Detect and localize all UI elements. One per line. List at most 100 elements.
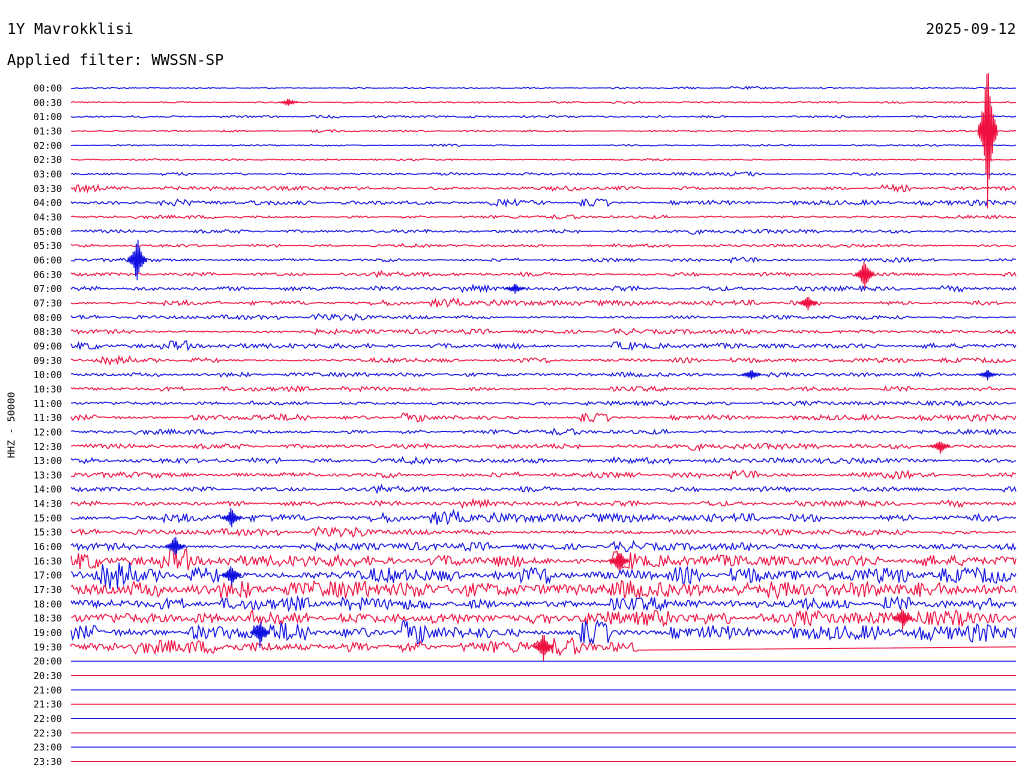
trace-line: [70, 312, 1017, 322]
trace-line: [70, 327, 1017, 336]
seismic-burst: [798, 296, 819, 311]
row-time-label: 16:00: [33, 542, 62, 553]
row-time-label: 21:00: [33, 685, 62, 696]
row-time-label: 07:00: [33, 284, 62, 295]
trace-line: [70, 427, 1017, 436]
trace-line: [70, 297, 1017, 308]
trace-line: [70, 594, 1017, 613]
row-time-label: 14:30: [33, 499, 62, 510]
seismic-burst: [533, 634, 554, 662]
row-time-label: 22:30: [33, 728, 62, 739]
row-time-label: 09:00: [33, 341, 62, 352]
trace-line: [70, 256, 1017, 264]
trace-line: [70, 354, 1017, 366]
row-time-label: 12:00: [33, 427, 62, 438]
row-time-label: 01:30: [33, 126, 62, 137]
row-time-label: 01:00: [33, 112, 62, 123]
seismic-burst: [505, 283, 526, 294]
row-time-label: 08:30: [33, 327, 62, 338]
trace-line: [70, 158, 1017, 162]
row-time-label: 16:30: [33, 556, 62, 567]
row-time-label: 19:30: [33, 642, 62, 653]
seismic-burst: [249, 621, 271, 648]
trace-line: [70, 371, 1017, 378]
row-time-label: 00:00: [33, 84, 62, 95]
row-time-label: 15:00: [33, 513, 62, 524]
trace-line: [70, 170, 1017, 177]
row-time-label: 07:30: [33, 298, 62, 309]
trace-line: [70, 143, 1017, 147]
row-time-label: 03:00: [33, 169, 62, 180]
trace-line: [70, 483, 1017, 495]
row-time-label: 05:00: [33, 227, 62, 238]
trace-line: [70, 548, 1017, 571]
seismic-burst: [977, 369, 998, 381]
trace-line: [70, 412, 1017, 423]
row-time-label: 02:30: [33, 155, 62, 166]
trace-line: [71, 400, 1017, 407]
trace-line: [70, 242, 1017, 249]
row-time-label: 15:30: [33, 528, 62, 539]
trace-line: [70, 619, 1017, 645]
row-time-label: 19:00: [33, 628, 62, 639]
row-time-label: 20:30: [33, 671, 62, 682]
trace-line: [70, 469, 1017, 480]
trace-line: [70, 228, 1017, 236]
seismic-burst: [164, 536, 185, 555]
row-time-label: 17:30: [33, 585, 62, 596]
row-time-label: 10:00: [33, 370, 62, 381]
row-time-label: 13:30: [33, 470, 62, 481]
row-time-label: 10:30: [33, 384, 62, 395]
trace-line: [70, 100, 1016, 105]
row-time-label: 08:00: [33, 313, 62, 324]
trace-line: [70, 283, 1017, 294]
row-time-label: 20:00: [33, 657, 62, 668]
trace-line: [70, 455, 1017, 465]
trace-line: [70, 508, 1017, 526]
row-time-label: 13:00: [33, 456, 62, 467]
trace-line: [70, 129, 1017, 134]
row-time-label: 04:00: [33, 198, 62, 209]
seismic-burst: [892, 608, 913, 630]
trace-line: [70, 579, 1017, 601]
row-time-label: 06:30: [33, 270, 62, 281]
row-time-label: 06:00: [33, 255, 62, 266]
seismic-burst: [609, 553, 630, 571]
row-time-label: 00:30: [33, 98, 62, 109]
seismic-burst: [854, 261, 875, 289]
seismic-burst: [977, 72, 998, 209]
filter-label: Applied filter: WWSSN-SP: [7, 51, 224, 69]
trace-line: [70, 609, 1017, 628]
trace-line: [70, 214, 1017, 220]
row-time-label: 03:30: [33, 184, 62, 195]
station-title: 1Y Mavrokklisi: [7, 20, 134, 38]
row-time-label: 12:30: [33, 442, 62, 453]
row-time-label: 21:30: [33, 700, 62, 711]
trace-line: [70, 183, 1017, 194]
row-time-label: 18:00: [33, 599, 62, 610]
row-time-label: 23:00: [33, 743, 62, 754]
row-time-label: 02:00: [33, 141, 62, 152]
date-label: 2025-09-12: [925, 20, 1016, 38]
trace-line: [70, 497, 1017, 509]
seismic-burst: [741, 370, 762, 380]
trace-line: [70, 197, 1017, 208]
row-time-label: 18:30: [33, 614, 62, 625]
trace-line: [70, 114, 1017, 119]
row-time-label: 17:00: [33, 571, 62, 582]
trace-line: [70, 442, 1017, 452]
seismic-burst: [127, 239, 148, 281]
trace-line: [70, 385, 1017, 393]
trace-line: [70, 340, 1017, 352]
row-time-label: 14:00: [33, 485, 62, 496]
row-time-label: 05:30: [33, 241, 62, 252]
trace-line: [70, 85, 1017, 90]
row-time-label: 09:30: [33, 356, 62, 367]
row-time-label: 22:00: [33, 714, 62, 725]
seismic-burst: [278, 99, 299, 107]
seismic-burst: [930, 441, 951, 454]
row-time-label: 04:30: [33, 212, 62, 223]
row-time-label: 11:30: [33, 413, 62, 424]
seismic-burst: [221, 508, 242, 528]
